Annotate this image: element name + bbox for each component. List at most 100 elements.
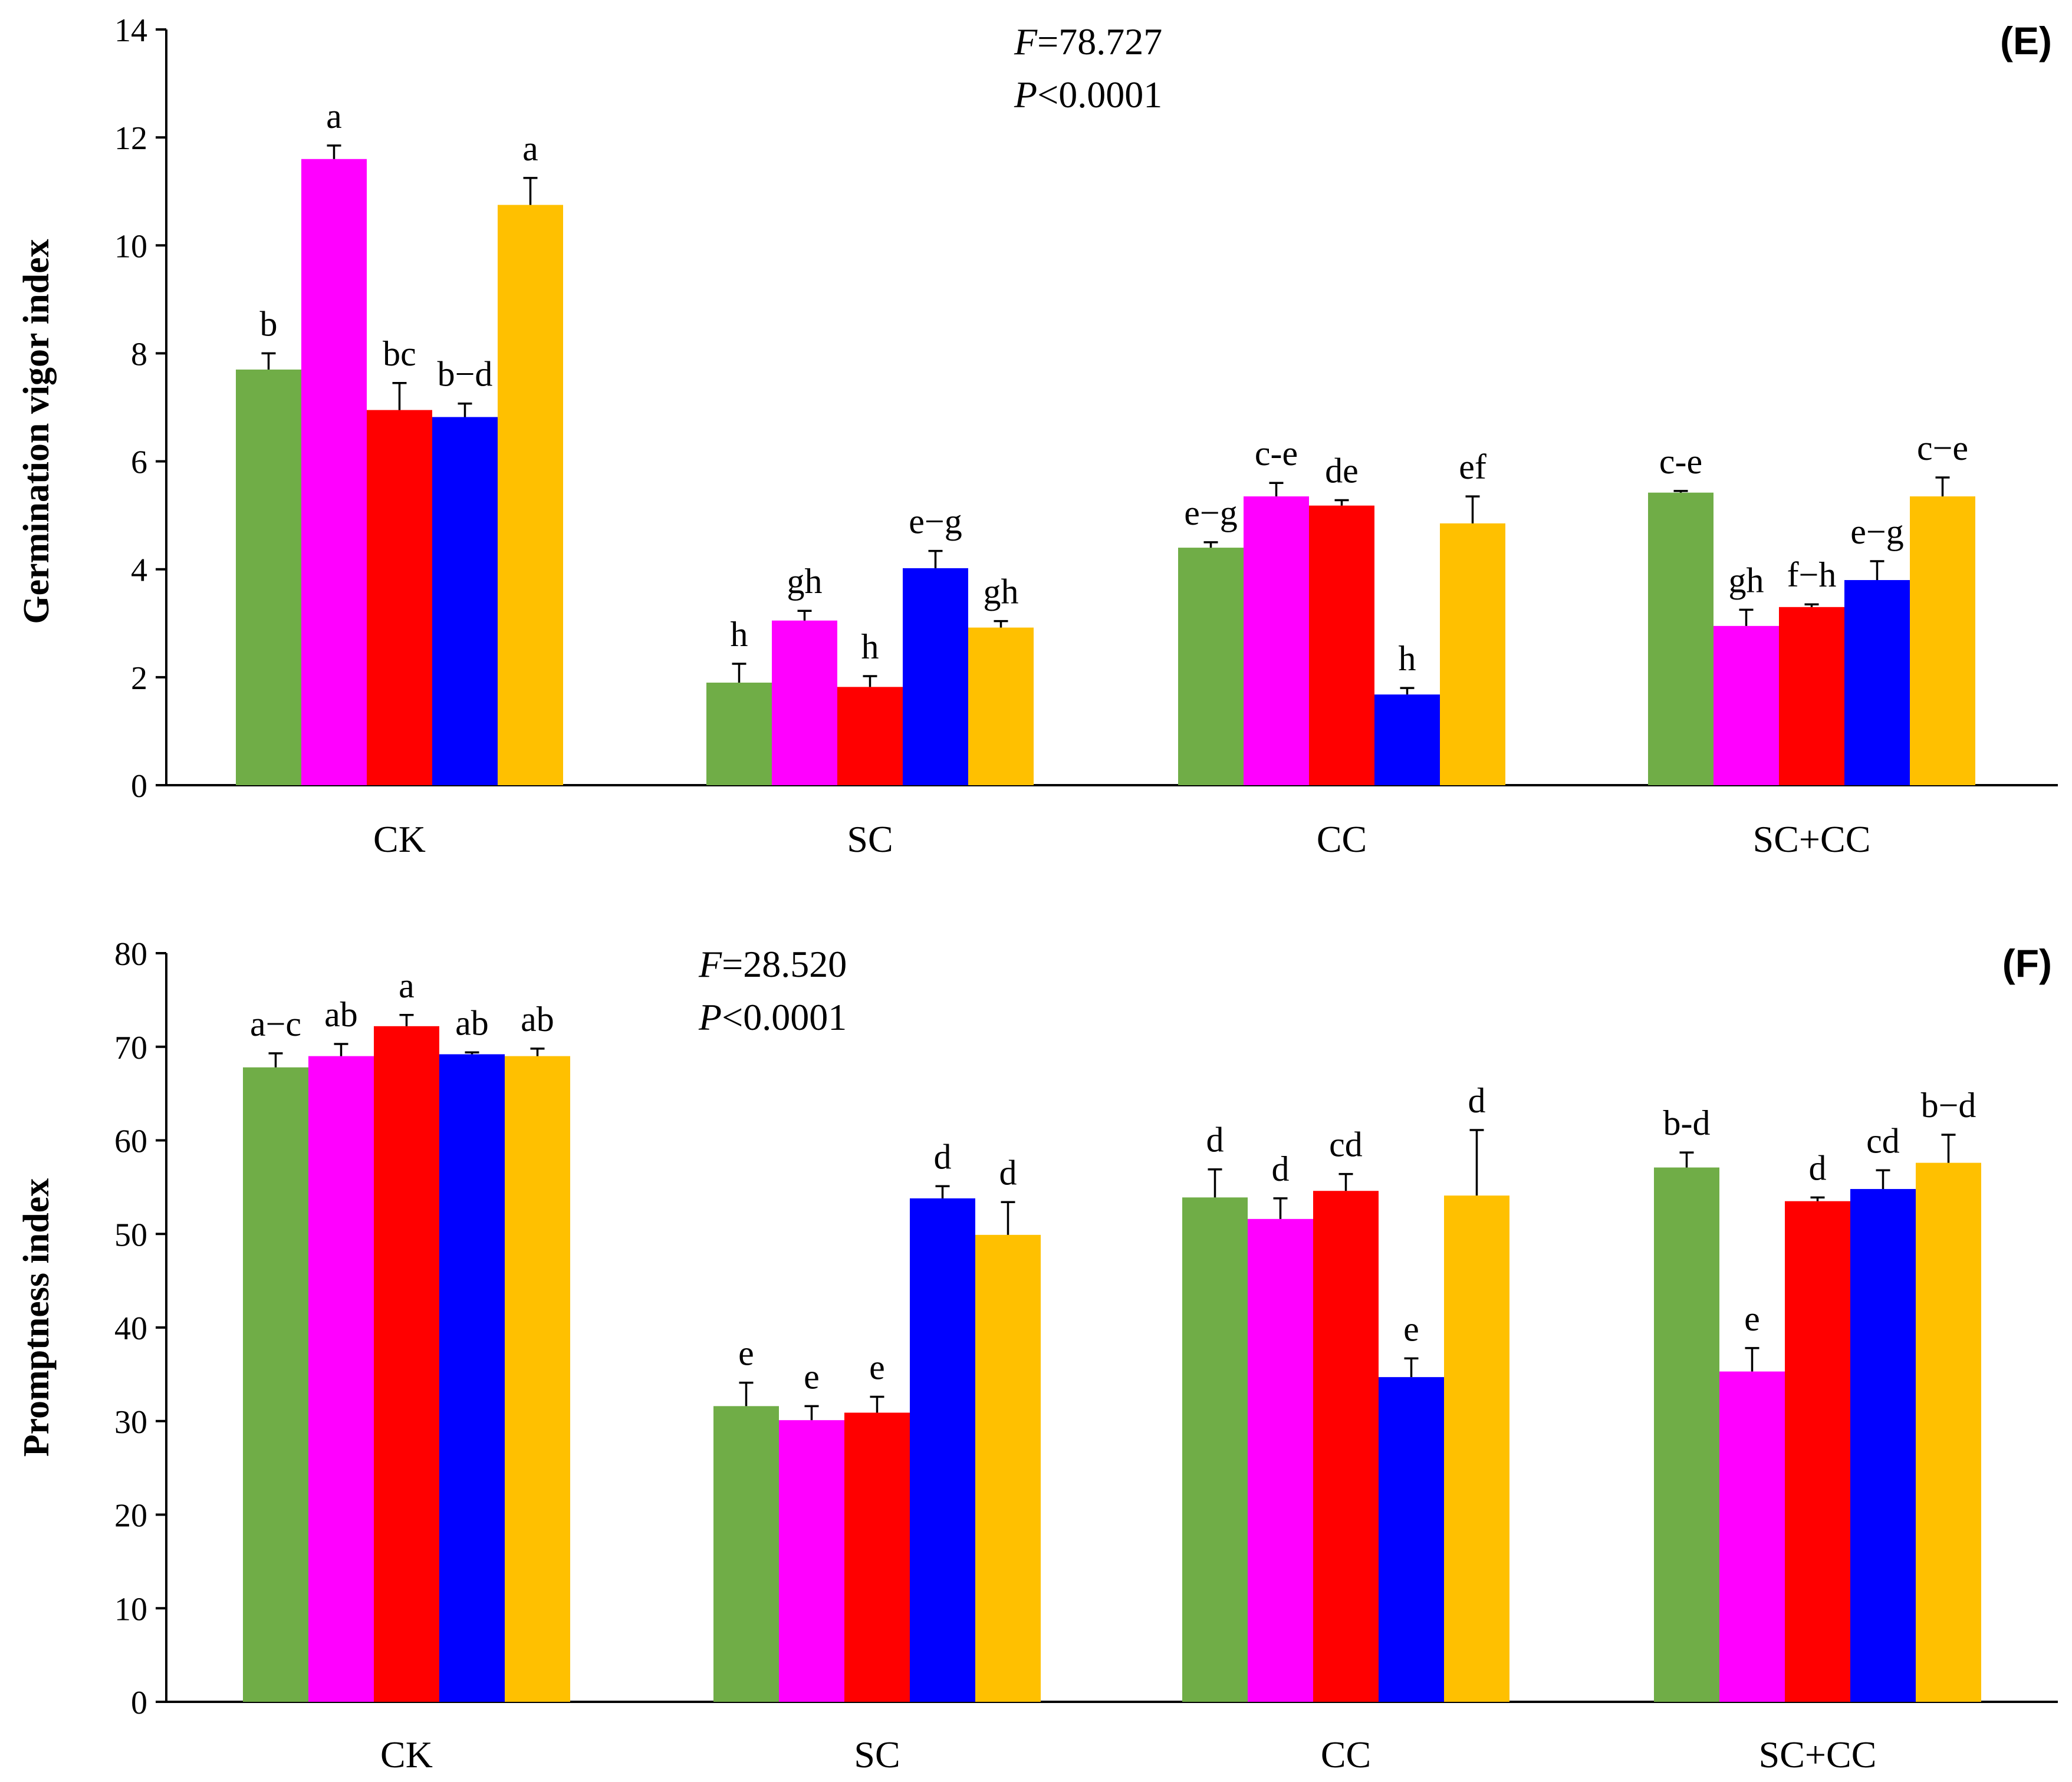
panel-f-promptness: Promptness index (F) F=28.520 P<0.0001 0… [17, 936, 2058, 1776]
y-tick-label: 50 [114, 1217, 147, 1253]
panel-e-germination-vigor: Germination vigor index (E) F=78.727 P<0… [17, 12, 2058, 860]
y-axis-label: Germination vigor index [17, 239, 57, 624]
significance-letter: h [731, 615, 748, 654]
significance-letter: ab [324, 995, 358, 1034]
f-statistic-value: =78.727 [1037, 21, 1162, 62]
significance-letter: a−c [250, 1004, 301, 1043]
significance-letter: d [1809, 1148, 1827, 1187]
bar [367, 410, 432, 785]
significance-letter: f−h [1787, 555, 1837, 594]
bar [975, 1234, 1041, 1702]
bar [1248, 1218, 1313, 1702]
p-value-value: <0.0001 [722, 996, 847, 1038]
significance-letter: a [522, 129, 538, 168]
x-tick-label: CC [1317, 818, 1367, 860]
bar [505, 1056, 570, 1702]
p-value-letter: P [1014, 74, 1037, 116]
bar [1309, 505, 1374, 785]
significance-letter: b [260, 304, 278, 343]
bar [1440, 523, 1505, 785]
x-tick-label: CK [380, 1734, 433, 1776]
bar [772, 620, 837, 785]
y-tick-label: 12 [114, 120, 147, 157]
p-value-value: <0.0001 [1037, 74, 1162, 116]
y-tick-label: 70 [114, 1030, 147, 1066]
bar [1313, 1191, 1379, 1702]
bar [1182, 1197, 1248, 1702]
significance-letter: b-d [1663, 1104, 1711, 1142]
y-axis-label: Promptness index [17, 1178, 57, 1457]
significance-letter: gh [984, 572, 1019, 611]
f-statistic-letter: F [1014, 21, 1038, 62]
bar [844, 1412, 910, 1702]
significance-letter: d [1272, 1149, 1290, 1188]
significance-letter: de [1325, 452, 1359, 490]
x-tick-label: SC [854, 1734, 900, 1776]
significance-letter: d [1468, 1081, 1486, 1120]
y-tick-label: 14 [114, 12, 147, 49]
significance-letter: c-e [1255, 434, 1298, 473]
significance-letter: e [1403, 1309, 1419, 1348]
bar [1178, 548, 1244, 785]
bar [903, 568, 968, 785]
significance-letter: ab [521, 1000, 554, 1039]
significance-letter: e [804, 1357, 820, 1396]
bar [1785, 1201, 1850, 1702]
y-tick-label: 80 [114, 936, 147, 973]
significance-letter: a [326, 97, 342, 136]
significance-letter: b−d [1921, 1086, 1976, 1125]
significance-letter: h [861, 627, 879, 666]
bar [439, 1054, 505, 1702]
x-tick-label: SC+CC [1759, 1734, 1877, 1776]
significance-letter: e−g [909, 502, 962, 541]
bar [1850, 1189, 1916, 1702]
significance-letter: h [1399, 639, 1416, 678]
y-tick-label: 8 [131, 336, 147, 373]
significance-letter: cd [1329, 1125, 1363, 1164]
y-tick-label: 4 [131, 552, 147, 589]
p-value: P<0.0001 [1014, 74, 1162, 116]
significance-letter: e [869, 1348, 885, 1386]
y-tick-label: 6 [131, 444, 147, 481]
significance-letter: c−e [1917, 429, 1968, 467]
significance-letter: d [934, 1137, 952, 1176]
y-tick-label: 2 [131, 660, 147, 697]
y-tick-label: 10 [114, 1591, 147, 1628]
y-tick-label: 10 [114, 228, 147, 265]
significance-letter: d [1206, 1121, 1224, 1160]
panel-label: (F) [2002, 941, 2052, 985]
f-statistic: F=28.520 [698, 943, 847, 985]
bar [1379, 1377, 1444, 1702]
significance-letter: e−g [1850, 512, 1903, 551]
f-statistic: F=78.727 [1014, 21, 1162, 62]
bar [1844, 580, 1910, 785]
bar [968, 627, 1034, 785]
significance-letter: e [738, 1334, 754, 1373]
bar [301, 159, 367, 785]
bar [236, 369, 301, 785]
significance-letter: gh [1729, 561, 1764, 600]
p-value-letter: P [698, 996, 722, 1038]
significance-letter: d [999, 1153, 1017, 1192]
f-statistic-letter: F [698, 943, 722, 985]
significance-letter: ab [455, 1003, 489, 1042]
significance-letter: c-e [1659, 442, 1702, 481]
bar [308, 1056, 374, 1702]
bar [1910, 496, 1975, 785]
bar [1244, 496, 1309, 785]
x-tick-label: SC [847, 818, 893, 860]
bar [713, 1406, 779, 1702]
significance-letter: ef [1459, 447, 1486, 486]
bar [374, 1026, 439, 1702]
y-tick-label: 0 [131, 768, 147, 805]
significance-letter: a [399, 966, 415, 1005]
panel-label: (E) [2000, 19, 2052, 62]
bar [1374, 694, 1440, 785]
f-statistic-value: =28.520 [722, 943, 847, 985]
bar [432, 417, 498, 785]
significance-letter: e−g [1184, 493, 1237, 532]
p-value: P<0.0001 [698, 996, 847, 1038]
